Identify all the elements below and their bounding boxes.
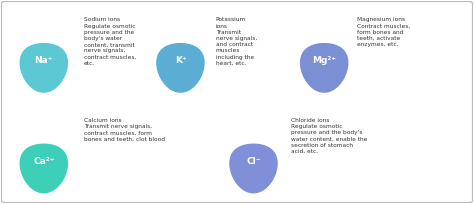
Text: Magnesium ions
Contract muscles,
form bones and
teeth, activate
enzymes, etc.: Magnesium ions Contract muscles, form bo… [357, 18, 410, 47]
Text: Potassium
ions
Transmit
nerve signals,
and contract
muscles
including the
heart,: Potassium ions Transmit nerve signals, a… [216, 18, 257, 66]
Text: Cl⁻: Cl⁻ [246, 157, 261, 166]
Text: Sodium ions
Regulate osmotic
pressure and the
body's water
content, transmit
ner: Sodium ions Regulate osmotic pressure an… [84, 18, 136, 66]
Polygon shape [230, 144, 277, 193]
Text: K⁺: K⁺ [174, 56, 186, 65]
Text: Ca²⁺: Ca²⁺ [33, 157, 55, 166]
Text: Chloride ions
Regulate osmotic
pressure and the body's
water content, enable the: Chloride ions Regulate osmotic pressure … [291, 118, 367, 154]
Polygon shape [20, 44, 67, 92]
Text: Calcium ions
Transmit nerve signals,
contract muscles, form
bones and teeth, clo: Calcium ions Transmit nerve signals, con… [84, 118, 165, 142]
Polygon shape [157, 44, 204, 92]
Polygon shape [20, 144, 67, 193]
Text: Mg²⁺: Mg²⁺ [312, 56, 336, 65]
Polygon shape [301, 44, 348, 92]
Text: Na⁺: Na⁺ [35, 56, 53, 65]
